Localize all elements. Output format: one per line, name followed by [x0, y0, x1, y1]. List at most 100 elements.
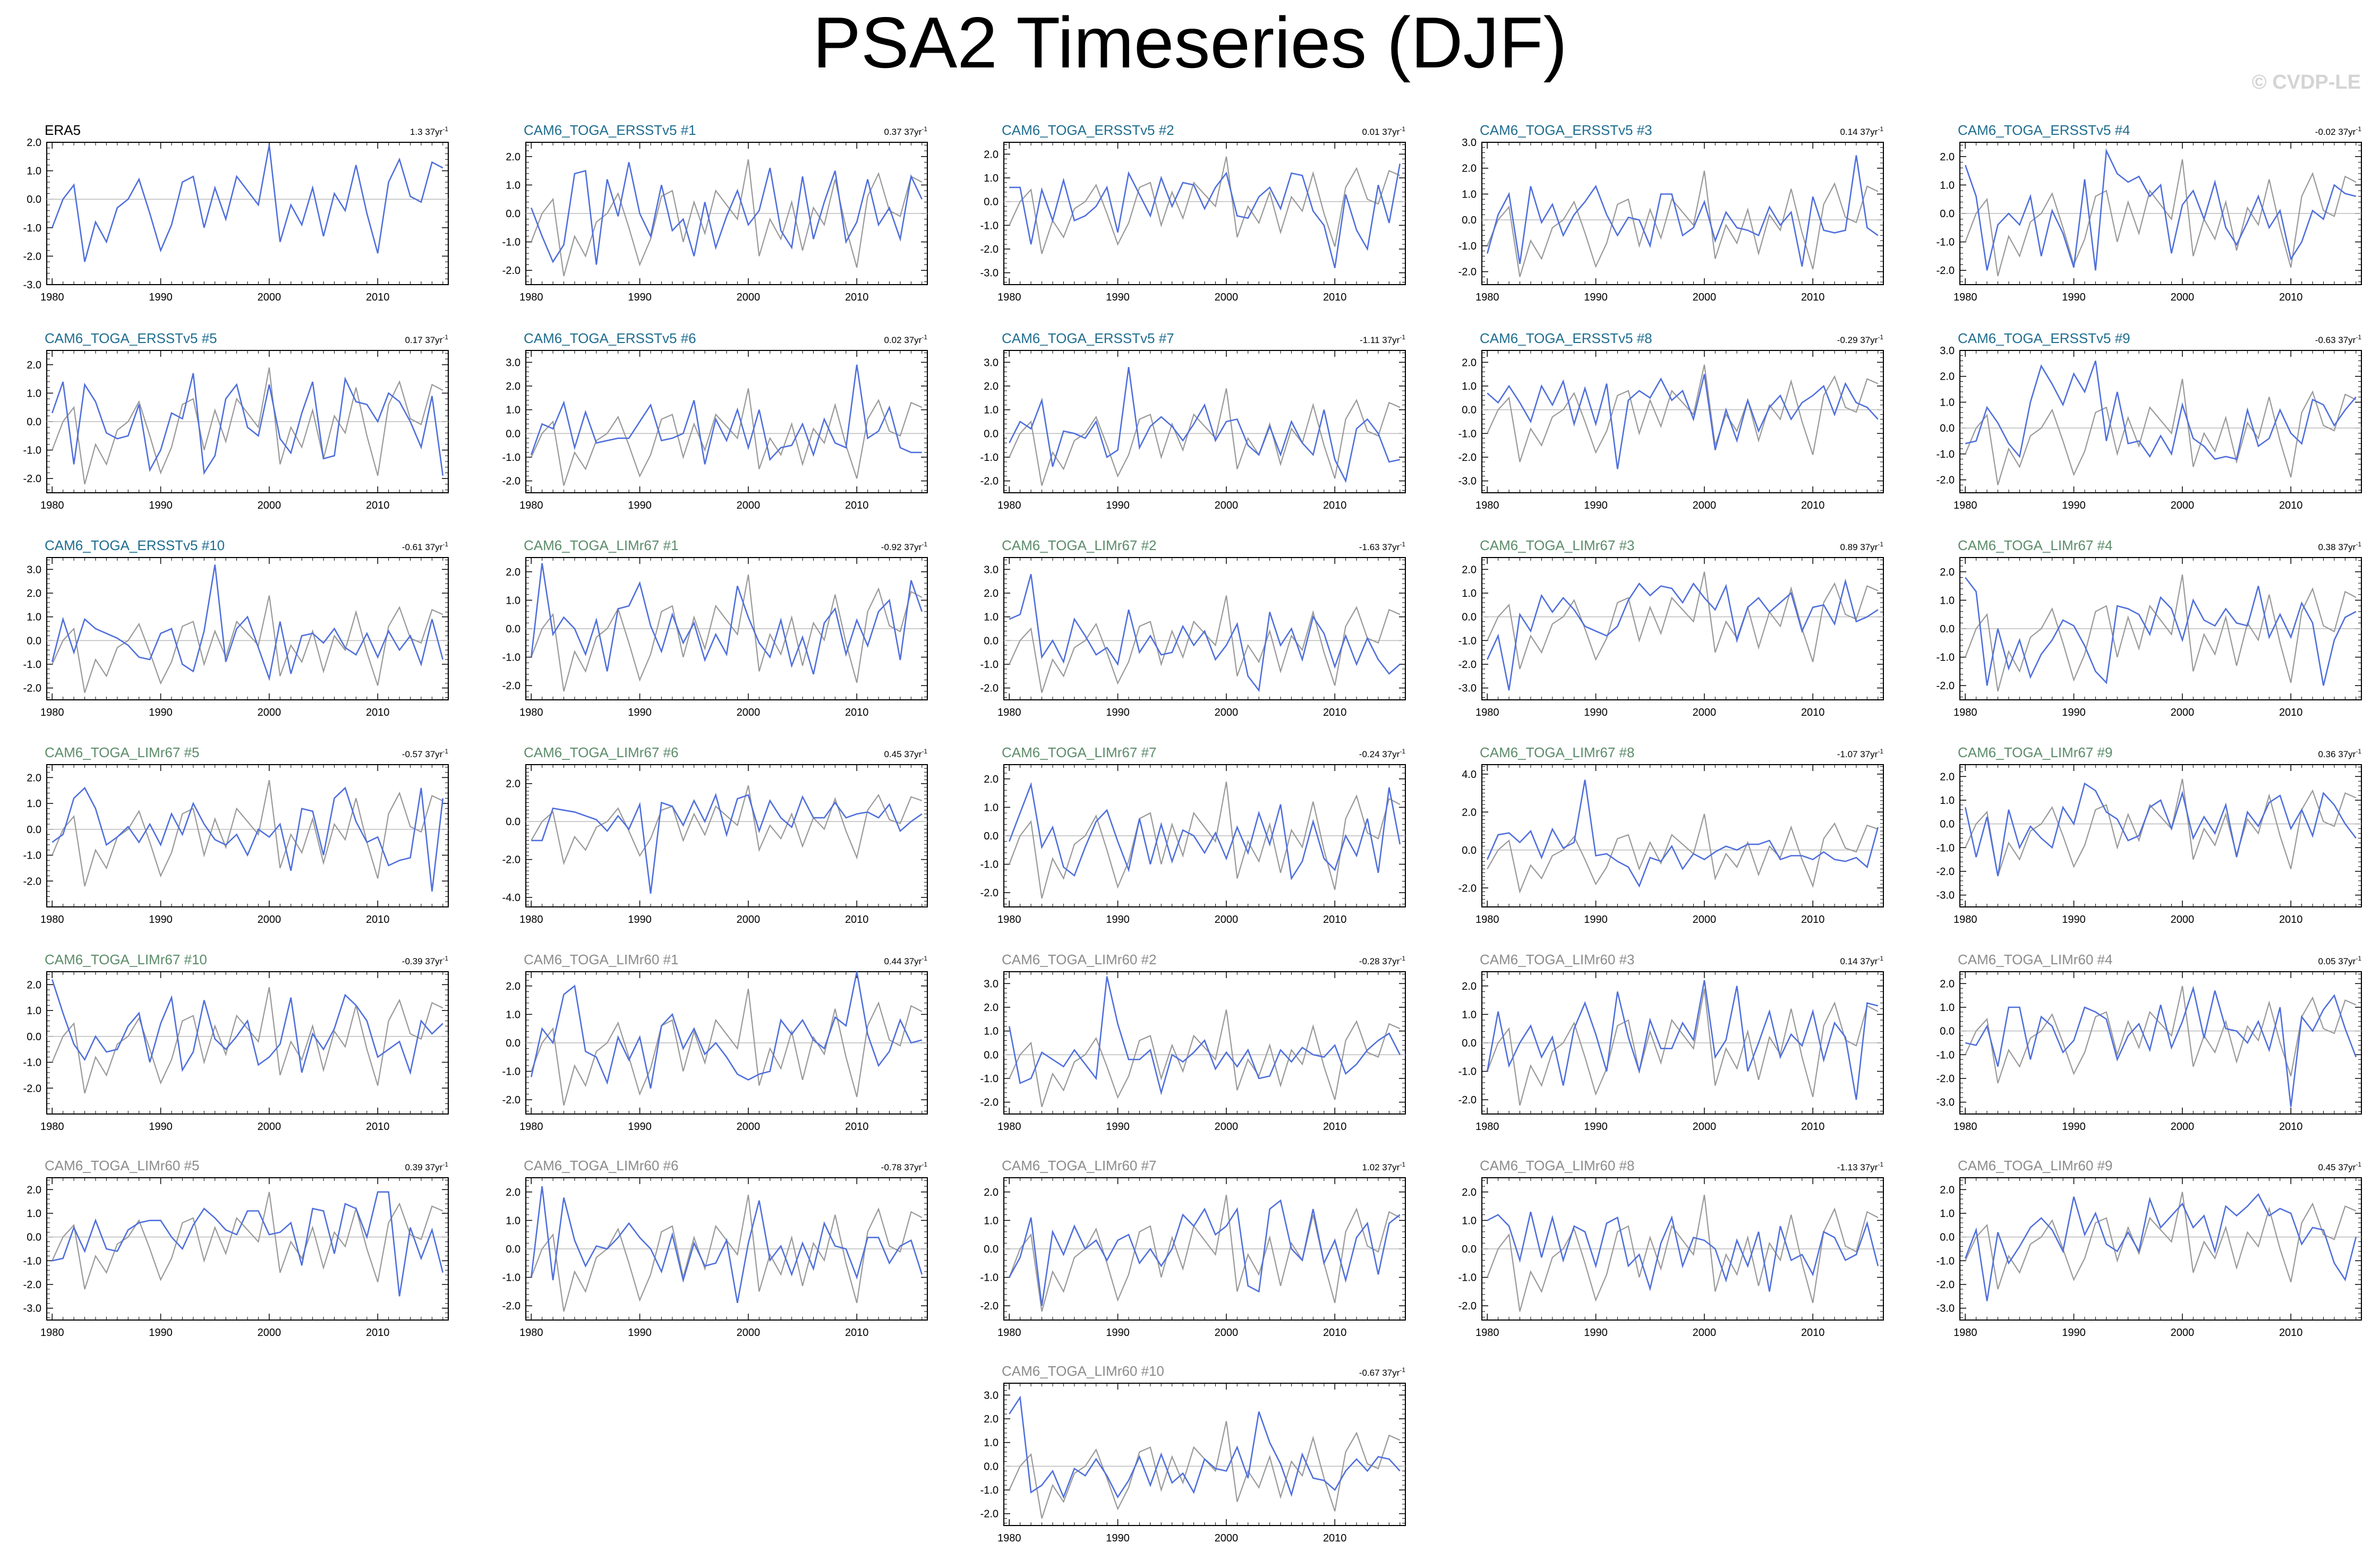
panel-title: CAM6_TOGA_LIMr67 #4: [1958, 537, 2112, 553]
panel: CAM6_TOGA_ERSSTv5 #4 -0.02 37yr-1 2.0 1.0 0.…: [1937, 122, 2362, 303]
y-tick-label: 1.0: [984, 405, 999, 416]
reference-series-line: [531, 785, 923, 866]
x-tick-label: 2000: [1693, 500, 1717, 511]
y-tick-label: 1.0: [27, 612, 41, 623]
series-line: [1487, 779, 1879, 888]
y-tick-label: 0.0: [27, 824, 41, 836]
series-line: [1965, 577, 2357, 686]
panel: CAM6_TOGA_ERSSTv5 #5 0.17 37yr-1 2.0 1.0 0.0…: [23, 330, 449, 511]
x-tick-label: 2010: [1801, 707, 1825, 718]
panel-title: CAM6_TOGA_LIMr60 #3: [1480, 952, 1634, 967]
x-tick-label: 2000: [2171, 1121, 2195, 1133]
trend-label: 0.39 37yr-1: [405, 1161, 448, 1172]
panel-title: CAM6_TOGA_LIMr60 #10: [1002, 1363, 1164, 1379]
y-tick-label: -3.0: [1458, 476, 1477, 487]
y-tick-label: 0.0: [984, 428, 999, 440]
x-tick-label: 1980: [40, 1121, 64, 1133]
plot-frame: [1481, 350, 1884, 493]
trend-label: 0.14 37yr-1: [1840, 955, 1883, 966]
y-tick-label: -1.0: [502, 1272, 521, 1284]
series-line: [530, 162, 923, 265]
reference-series-line: [1965, 1192, 2357, 1290]
y-tick-label: 0.0: [984, 1244, 999, 1255]
x-tick-label: 2010: [366, 1121, 390, 1133]
y-tick-label: -1.0: [980, 1272, 999, 1284]
x-tick-label: 2000: [737, 500, 761, 511]
x-tick-label: 2010: [1323, 707, 1347, 718]
x-tick-label: 2010: [2279, 292, 2303, 303]
trend-label: 0.01 37yr-1: [1362, 125, 1405, 137]
y-tick-label: 0.0: [27, 194, 41, 205]
y-tick-label: -2.0: [1937, 1073, 1955, 1085]
y-tick-label: -2.0: [502, 680, 521, 692]
series-line: [1486, 980, 1879, 1100]
series-line: [1008, 976, 1401, 1095]
x-tick-label: 1990: [1106, 707, 1130, 718]
panel: CAM6_TOGA_LIMr67 #1 -0.92 37yr-1 2.0 1.0 0.0…: [502, 537, 928, 718]
y-tick-label: 0.0: [984, 196, 999, 208]
y-tick-label: 2.0: [506, 1187, 521, 1198]
x-tick-label: 1980: [519, 292, 543, 303]
x-tick-label: 1980: [1954, 1121, 1977, 1133]
plot-frame: [46, 764, 449, 907]
y-tick-label: -3.0: [1937, 1303, 1955, 1315]
x-tick-label: 2000: [2171, 914, 2195, 926]
panel-title: CAM6_TOGA_ERSSTv5 #1: [524, 122, 696, 138]
x-tick-label: 2010: [2279, 1121, 2303, 1133]
panel-title: CAM6_TOGA_LIMr60 #5: [45, 1158, 199, 1173]
y-tick-label: 0.0: [1940, 208, 1955, 220]
trend-label: -0.57 37yr-1: [402, 748, 449, 759]
trend-label: 0.89 37yr-1: [1840, 541, 1883, 552]
y-tick-label: 2.0: [1462, 981, 1477, 992]
trend-label: -0.61 37yr-1: [402, 541, 449, 552]
x-tick-label: 1990: [1106, 1532, 1130, 1544]
reference-series-line: [1009, 156, 1401, 254]
series-line: [1009, 163, 1401, 269]
series-line: [1964, 1193, 2357, 1301]
panel: CAM6_TOGA_LIMr67 #6 0.45 37yr-1 2.0 0.0 -2.0…: [502, 744, 928, 926]
series-line: [1487, 374, 1879, 469]
y-tick-label: 1.0: [1940, 1002, 1955, 1014]
y-tick-label: -1.0: [23, 445, 41, 457]
x-tick-label: 1990: [628, 500, 652, 511]
trend-label: 1.3 37yr-1: [410, 125, 448, 137]
y-tick-label: -1.0: [980, 1485, 999, 1496]
x-tick-label: 2010: [1323, 1121, 1347, 1133]
x-tick-label: 1980: [1954, 1327, 1977, 1339]
x-tick-label: 1980: [519, 1327, 543, 1339]
y-tick-label: -3.0: [1937, 890, 1955, 902]
x-tick-label: 2000: [737, 1327, 761, 1339]
y-tick-label: 0.0: [506, 208, 521, 220]
y-tick-label: -1.0: [980, 220, 999, 232]
panel-title: CAM6_TOGA_LIMr60 #7: [1002, 1158, 1156, 1173]
y-tick-label: -1.0: [1937, 1255, 1955, 1267]
panel: CAM6_TOGA_LIMr67 #9 0.36 37yr-1 2.0 1.0 0.0 -…: [1937, 744, 2362, 926]
reference-series-line: [531, 388, 923, 486]
y-tick-label: 0.0: [27, 1031, 41, 1043]
y-tick-label: 2.0: [984, 149, 999, 160]
series-line: [52, 1191, 444, 1297]
series-line: [51, 979, 443, 1075]
plot-frame: [1481, 764, 1884, 907]
y-tick-label: -1.0: [23, 1255, 41, 1267]
trend-label: -0.29 37yr-1: [1837, 333, 1884, 345]
y-tick-label: 1.0: [1940, 397, 1955, 408]
panel: CAM6_TOGA_LIMr60 #9 0.45 37yr-1 2.0 1.0 0.0 -…: [1937, 1158, 2362, 1339]
y-tick-label: -2.0: [980, 1097, 999, 1109]
trend-label: -0.24 37yr-1: [1359, 748, 1406, 759]
x-tick-label: 1980: [1954, 914, 1977, 926]
y-tick-label: -2.0: [980, 244, 999, 255]
trend-label: 0.17 37yr-1: [405, 333, 448, 345]
panel-title: CAM6_TOGA_LIMr60 #8: [1480, 1158, 1634, 1173]
x-tick-label: 1980: [519, 500, 543, 511]
x-tick-label: 2000: [1693, 1327, 1717, 1339]
y-tick-label: -1.0: [1458, 428, 1477, 440]
y-tick-label: -1.0: [980, 659, 999, 671]
y-tick-label: 2.0: [1940, 371, 1955, 383]
x-tick-label: 1980: [997, 1327, 1021, 1339]
x-tick-label: 2000: [2171, 1327, 2195, 1339]
series-line: [1009, 367, 1401, 483]
y-tick-label: -2.0: [980, 1300, 999, 1312]
x-tick-label: 2010: [366, 1327, 390, 1339]
panel: CAM6_TOGA_LIMr60 #1 0.44 37yr-1 2.0 1.0 0.0 -…: [502, 952, 928, 1133]
